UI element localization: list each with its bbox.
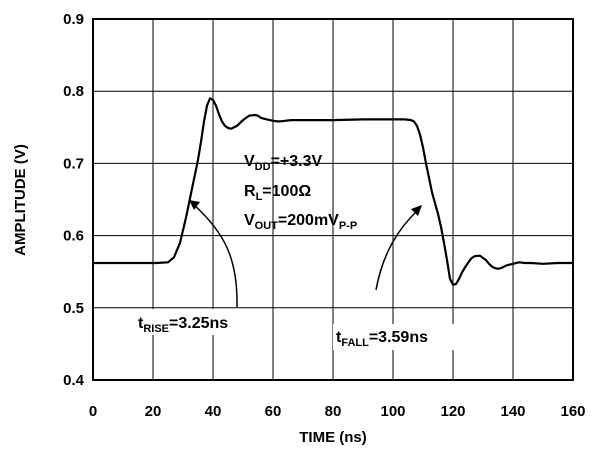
trise-arrow [192, 203, 238, 308]
annotation-trise-main: t [138, 315, 144, 332]
x-tick-label: 120 [440, 403, 465, 420]
annotation-vout: VOUT=200mVP-P [244, 212, 357, 232]
y-tick-label: 0.6 [63, 228, 84, 245]
annotation-rl: RL=100Ω [244, 183, 311, 203]
x-tick-label: 100 [380, 403, 405, 420]
annotation-tfall-bg [333, 324, 463, 350]
annotation-vdd-main: V [244, 153, 255, 170]
y-tick-label: 0.4 [63, 372, 85, 389]
annotation-tfall: tFALL=3.59ns [336, 329, 428, 349]
x-tick-label: 140 [500, 403, 525, 420]
grid [93, 19, 573, 380]
annotation-rl-main: R [244, 183, 256, 200]
annotation-vout-sub2: P-P [339, 220, 357, 232]
annotation-tfall-main: t [336, 329, 342, 346]
annotation-tfall-sub: FALL [341, 337, 369, 349]
annotation-vdd: VDD=+3.3V [244, 153, 322, 173]
annotation-rl-sub: L [256, 191, 263, 203]
annotation-vdd-rest: =+3.3V [271, 153, 323, 170]
x-tick-label: 60 [265, 403, 282, 420]
y-tick-label: 0.5 [63, 300, 84, 317]
annotation-vdd-sub: DD [255, 161, 271, 173]
signal-trace [93, 97, 573, 286]
y-axis-title: AMPLITUDE (V) [12, 144, 29, 256]
annotation-vout-rest: =200mV [278, 212, 339, 229]
y-tick-label: 0.7 [63, 155, 84, 172]
annotation-vout-sub: OUT [255, 220, 279, 232]
annotation-trise: tRISE=3.25ns [138, 315, 228, 335]
x-tick-labels: 0 20 40 60 80 100 120 140 160 [89, 403, 586, 420]
x-axis-title: TIME (ns) [299, 429, 367, 446]
x-tick-label: 20 [145, 403, 162, 420]
y-tick-labels: 0.4 0.5 0.6 0.7 0.8 0.9 [63, 11, 85, 389]
plot-frame [92, 18, 574, 381]
annotation-vout-main: V [244, 212, 255, 229]
x-tick-label: 0 [89, 403, 97, 420]
y-tick-label: 0.9 [63, 11, 84, 28]
annotation-tfall-rest: =3.59ns [369, 329, 428, 346]
tfall-arrowhead [411, 205, 422, 216]
x-tick-label: 40 [205, 403, 222, 420]
x-tick-label: 160 [560, 403, 585, 420]
x-tick-label: 80 [325, 403, 342, 420]
annotation-trise-rest: =3.25ns [169, 315, 228, 332]
trise-arrowhead [189, 200, 200, 210]
tfall-arrow [375, 209, 419, 291]
y-tick-label: 0.8 [63, 83, 84, 100]
annotation-rl-rest: =100Ω [262, 183, 311, 200]
annotation-trise-bg [136, 309, 268, 335]
annotation-trise-sub: RISE [143, 323, 169, 335]
